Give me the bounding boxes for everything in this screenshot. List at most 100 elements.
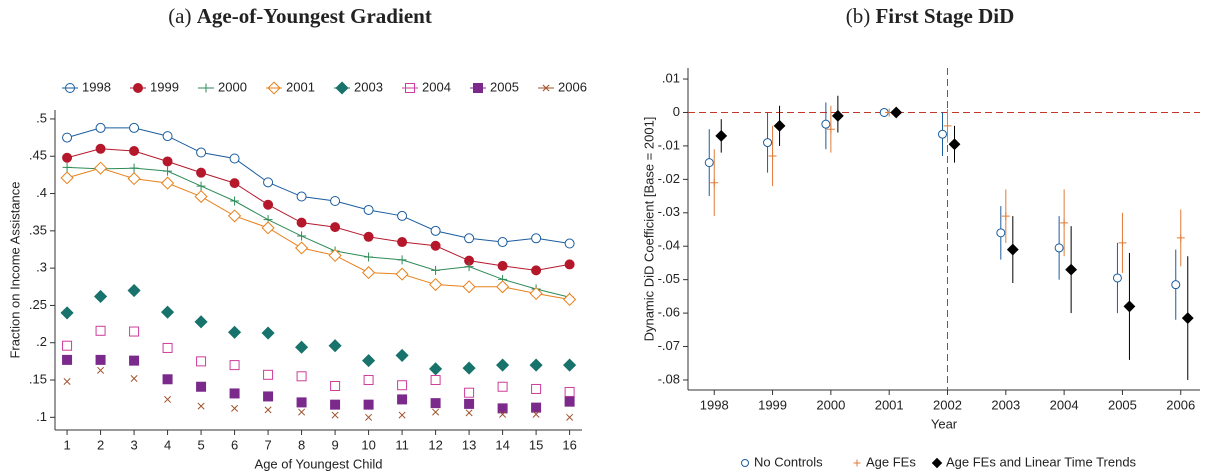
marker bbox=[531, 383, 542, 394]
x-tick-label: 1 bbox=[63, 437, 70, 452]
marker bbox=[363, 204, 374, 215]
marker bbox=[564, 396, 575, 407]
y-tick-label: .5 bbox=[36, 110, 47, 125]
marker bbox=[229, 153, 240, 164]
y-tick-label: .2 bbox=[36, 334, 47, 349]
marker bbox=[296, 217, 307, 228]
y-tick-label: .1 bbox=[36, 409, 47, 424]
x-tick-label: 1999 bbox=[758, 397, 787, 412]
marker bbox=[497, 260, 508, 271]
marker bbox=[263, 369, 274, 380]
marker bbox=[196, 381, 207, 392]
marker bbox=[531, 402, 542, 413]
marker bbox=[1176, 233, 1185, 242]
marker bbox=[363, 231, 374, 242]
marker bbox=[364, 252, 374, 262]
series-line bbox=[66, 127, 570, 245]
title: First Stage DiD bbox=[875, 4, 1014, 28]
x-tick-label: 2005 bbox=[1108, 397, 1137, 412]
marker bbox=[564, 259, 575, 270]
legend-label: 2004 bbox=[422, 79, 451, 94]
marker bbox=[296, 191, 307, 202]
marker bbox=[432, 408, 440, 416]
x-tick-label: 2 bbox=[97, 437, 104, 452]
marker bbox=[397, 380, 408, 391]
marker bbox=[497, 237, 508, 248]
marker bbox=[330, 222, 341, 233]
marker bbox=[462, 280, 476, 294]
y-tick-label: .15 bbox=[29, 371, 47, 386]
marker bbox=[163, 166, 173, 176]
marker bbox=[397, 255, 407, 265]
marker bbox=[831, 109, 844, 122]
marker bbox=[62, 162, 72, 172]
y-tick-label: 0 bbox=[673, 104, 680, 119]
marker bbox=[1006, 243, 1019, 256]
y-tick-label: -.02 bbox=[658, 171, 680, 186]
marker bbox=[464, 387, 475, 398]
series-line bbox=[66, 148, 570, 271]
marker bbox=[330, 196, 341, 207]
marker bbox=[194, 315, 208, 329]
marker bbox=[62, 354, 73, 365]
legend-label: 1999 bbox=[150, 79, 179, 94]
legend-label: Age FEs and Linear Time Trends bbox=[946, 454, 1137, 469]
marker bbox=[1112, 273, 1122, 283]
marker bbox=[566, 413, 574, 421]
y-tick-label: -.03 bbox=[658, 204, 680, 219]
marker bbox=[230, 196, 240, 206]
legend-label: 2006 bbox=[558, 79, 587, 94]
marker bbox=[362, 354, 376, 368]
marker bbox=[330, 380, 341, 391]
marker bbox=[1181, 312, 1194, 325]
x-tick-label: 7 bbox=[264, 437, 271, 452]
x-tick-label: 2006 bbox=[1166, 397, 1195, 412]
marker bbox=[1118, 238, 1127, 247]
x-tick-label: 10 bbox=[361, 437, 375, 452]
marker bbox=[996, 228, 1006, 238]
marker bbox=[130, 375, 138, 383]
marker bbox=[1060, 218, 1069, 227]
legend-label: 1998 bbox=[82, 79, 111, 94]
marker bbox=[430, 375, 441, 386]
marker bbox=[564, 238, 575, 249]
marker bbox=[94, 161, 108, 175]
marker bbox=[398, 411, 406, 419]
marker bbox=[464, 262, 474, 272]
marker bbox=[97, 366, 105, 374]
series-line bbox=[67, 166, 570, 298]
marker bbox=[768, 151, 777, 160]
marker bbox=[564, 386, 575, 397]
x-axis-title: Age of Youngest Child bbox=[255, 456, 383, 471]
y-tick-label: -.08 bbox=[658, 371, 680, 386]
marker bbox=[295, 241, 309, 255]
x-tick-label: 3 bbox=[130, 437, 137, 452]
marker bbox=[464, 398, 475, 409]
legend-label: 2001 bbox=[286, 79, 315, 94]
marker bbox=[821, 119, 831, 129]
marker bbox=[529, 286, 543, 301]
marker bbox=[228, 325, 242, 339]
y-axis-title: Dynamic DiD Coefficient [Base = 2001] bbox=[641, 117, 656, 342]
marker bbox=[430, 398, 441, 409]
marker bbox=[1123, 300, 1136, 313]
marker bbox=[499, 410, 507, 418]
legend-label: 2003 bbox=[354, 79, 383, 94]
marker bbox=[496, 358, 510, 372]
x-tick-label: 6 bbox=[231, 437, 238, 452]
x-tick-label: 4 bbox=[164, 437, 171, 452]
marker bbox=[60, 306, 74, 320]
marker bbox=[704, 158, 714, 168]
legend-marker bbox=[741, 459, 749, 467]
marker bbox=[563, 358, 577, 372]
marker bbox=[431, 265, 441, 275]
marker bbox=[194, 189, 208, 204]
marker bbox=[330, 399, 341, 410]
marker bbox=[532, 410, 540, 418]
legend-marker bbox=[853, 459, 861, 467]
marker bbox=[129, 122, 140, 133]
marker bbox=[529, 358, 543, 372]
marker bbox=[397, 394, 408, 405]
marker bbox=[197, 402, 205, 410]
